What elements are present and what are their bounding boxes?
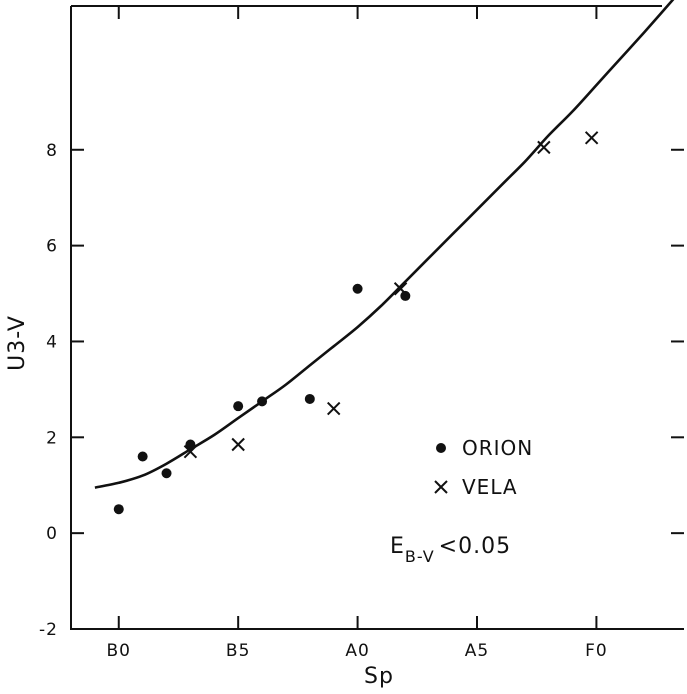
curve-layer bbox=[94, 0, 675, 489]
axis-frame bbox=[70, 6, 680, 630]
orion-point bbox=[113, 504, 124, 515]
vela-point bbox=[183, 444, 198, 459]
y-tick-label: 8 bbox=[46, 141, 58, 161]
orion-point bbox=[257, 396, 268, 407]
legend: ORION VELA bbox=[434, 436, 533, 499]
y-tick-label: 6 bbox=[46, 237, 58, 257]
y-tick-label: -2 bbox=[39, 620, 58, 640]
annotation-rest: <0.05 bbox=[439, 534, 511, 559]
vela-point bbox=[584, 131, 599, 145]
legend-vela-label: VELA bbox=[462, 475, 518, 499]
color-excess-annotation: EB-V <0.05 bbox=[390, 534, 511, 566]
y-tick-label: 0 bbox=[46, 524, 58, 544]
legend-orion-marker bbox=[436, 443, 446, 453]
vela-point bbox=[326, 401, 341, 416]
vela-point bbox=[231, 437, 245, 452]
y-tick-label: 4 bbox=[46, 332, 58, 352]
orion-point bbox=[233, 401, 244, 412]
x-tick-label: A5 bbox=[465, 641, 489, 661]
legend-vela-marker bbox=[434, 480, 448, 494]
orion-point bbox=[304, 393, 315, 404]
x-axis-label: Sp bbox=[364, 664, 394, 689]
y-axis-label: U3-V bbox=[5, 315, 30, 371]
orion-point bbox=[137, 451, 148, 462]
fit-curve bbox=[94, 0, 675, 489]
vela-point bbox=[393, 282, 408, 296]
annotation-subscript: B-V bbox=[405, 547, 435, 566]
x-tick-label: A0 bbox=[345, 641, 369, 661]
x-tick-label: F0 bbox=[585, 641, 608, 661]
orion-point bbox=[185, 439, 196, 450]
vela-point bbox=[537, 140, 551, 155]
annotation-main: E bbox=[390, 534, 405, 559]
legend-orion-label: ORION bbox=[462, 436, 533, 460]
x-tick-label: B0 bbox=[107, 641, 131, 661]
x-tick-label: B5 bbox=[226, 641, 250, 661]
points-layer bbox=[113, 131, 599, 515]
y-tick-label: 2 bbox=[46, 428, 58, 448]
orion-point bbox=[400, 290, 411, 301]
orion-point bbox=[352, 283, 363, 294]
axes-layer: -2 0 2 4 6 8 B0 B5 A0 A5 F0 bbox=[39, 5, 684, 661]
orion-point bbox=[161, 468, 172, 479]
